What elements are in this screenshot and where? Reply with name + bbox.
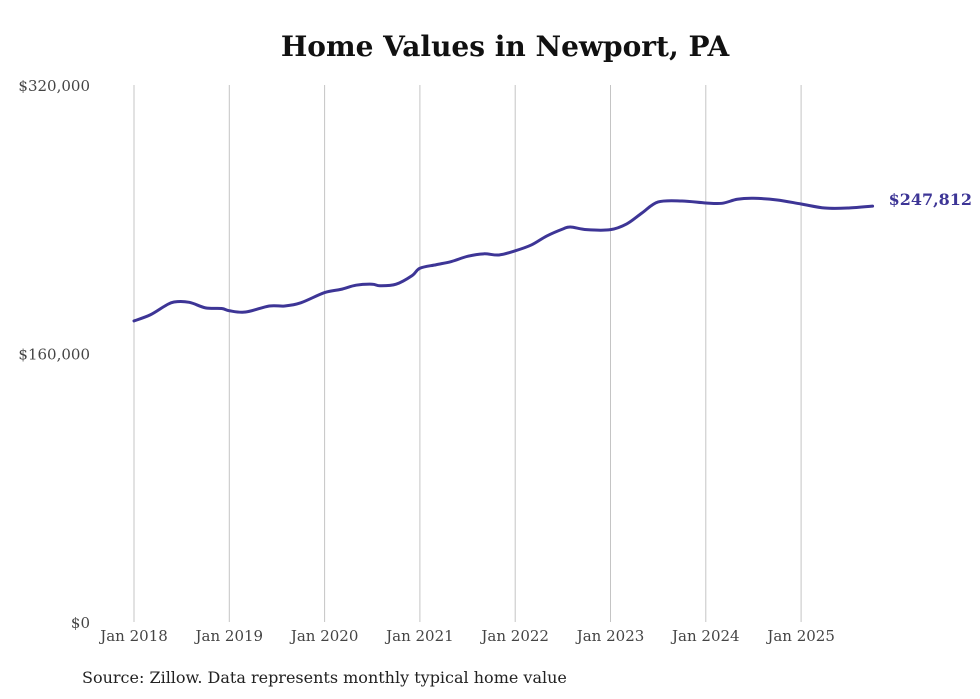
x-tick-label: Jan 2019 bbox=[194, 627, 264, 645]
y-tick-label: $160,000 bbox=[18, 346, 90, 364]
y-tick-label: $320,000 bbox=[18, 77, 90, 95]
x-tick-label: Jan 2024 bbox=[670, 627, 740, 645]
source-note: Source: Zillow. Data represents monthly … bbox=[82, 668, 567, 687]
x-tick-label: Jan 2025 bbox=[765, 627, 835, 645]
x-tick-label: Jan 2022 bbox=[479, 627, 549, 645]
x-tick-label: Jan 2021 bbox=[384, 627, 454, 645]
end-value-label: $247,812 bbox=[889, 190, 973, 209]
chart-title: Home Values in Newport, PA bbox=[280, 30, 730, 63]
x-tick-label: Jan 2018 bbox=[98, 627, 168, 645]
series-line bbox=[132, 196, 875, 323]
x-tick-label: Jan 2023 bbox=[575, 627, 645, 645]
y-tick-label: $0 bbox=[71, 614, 90, 632]
x-tick-label: Jan 2020 bbox=[289, 627, 359, 645]
